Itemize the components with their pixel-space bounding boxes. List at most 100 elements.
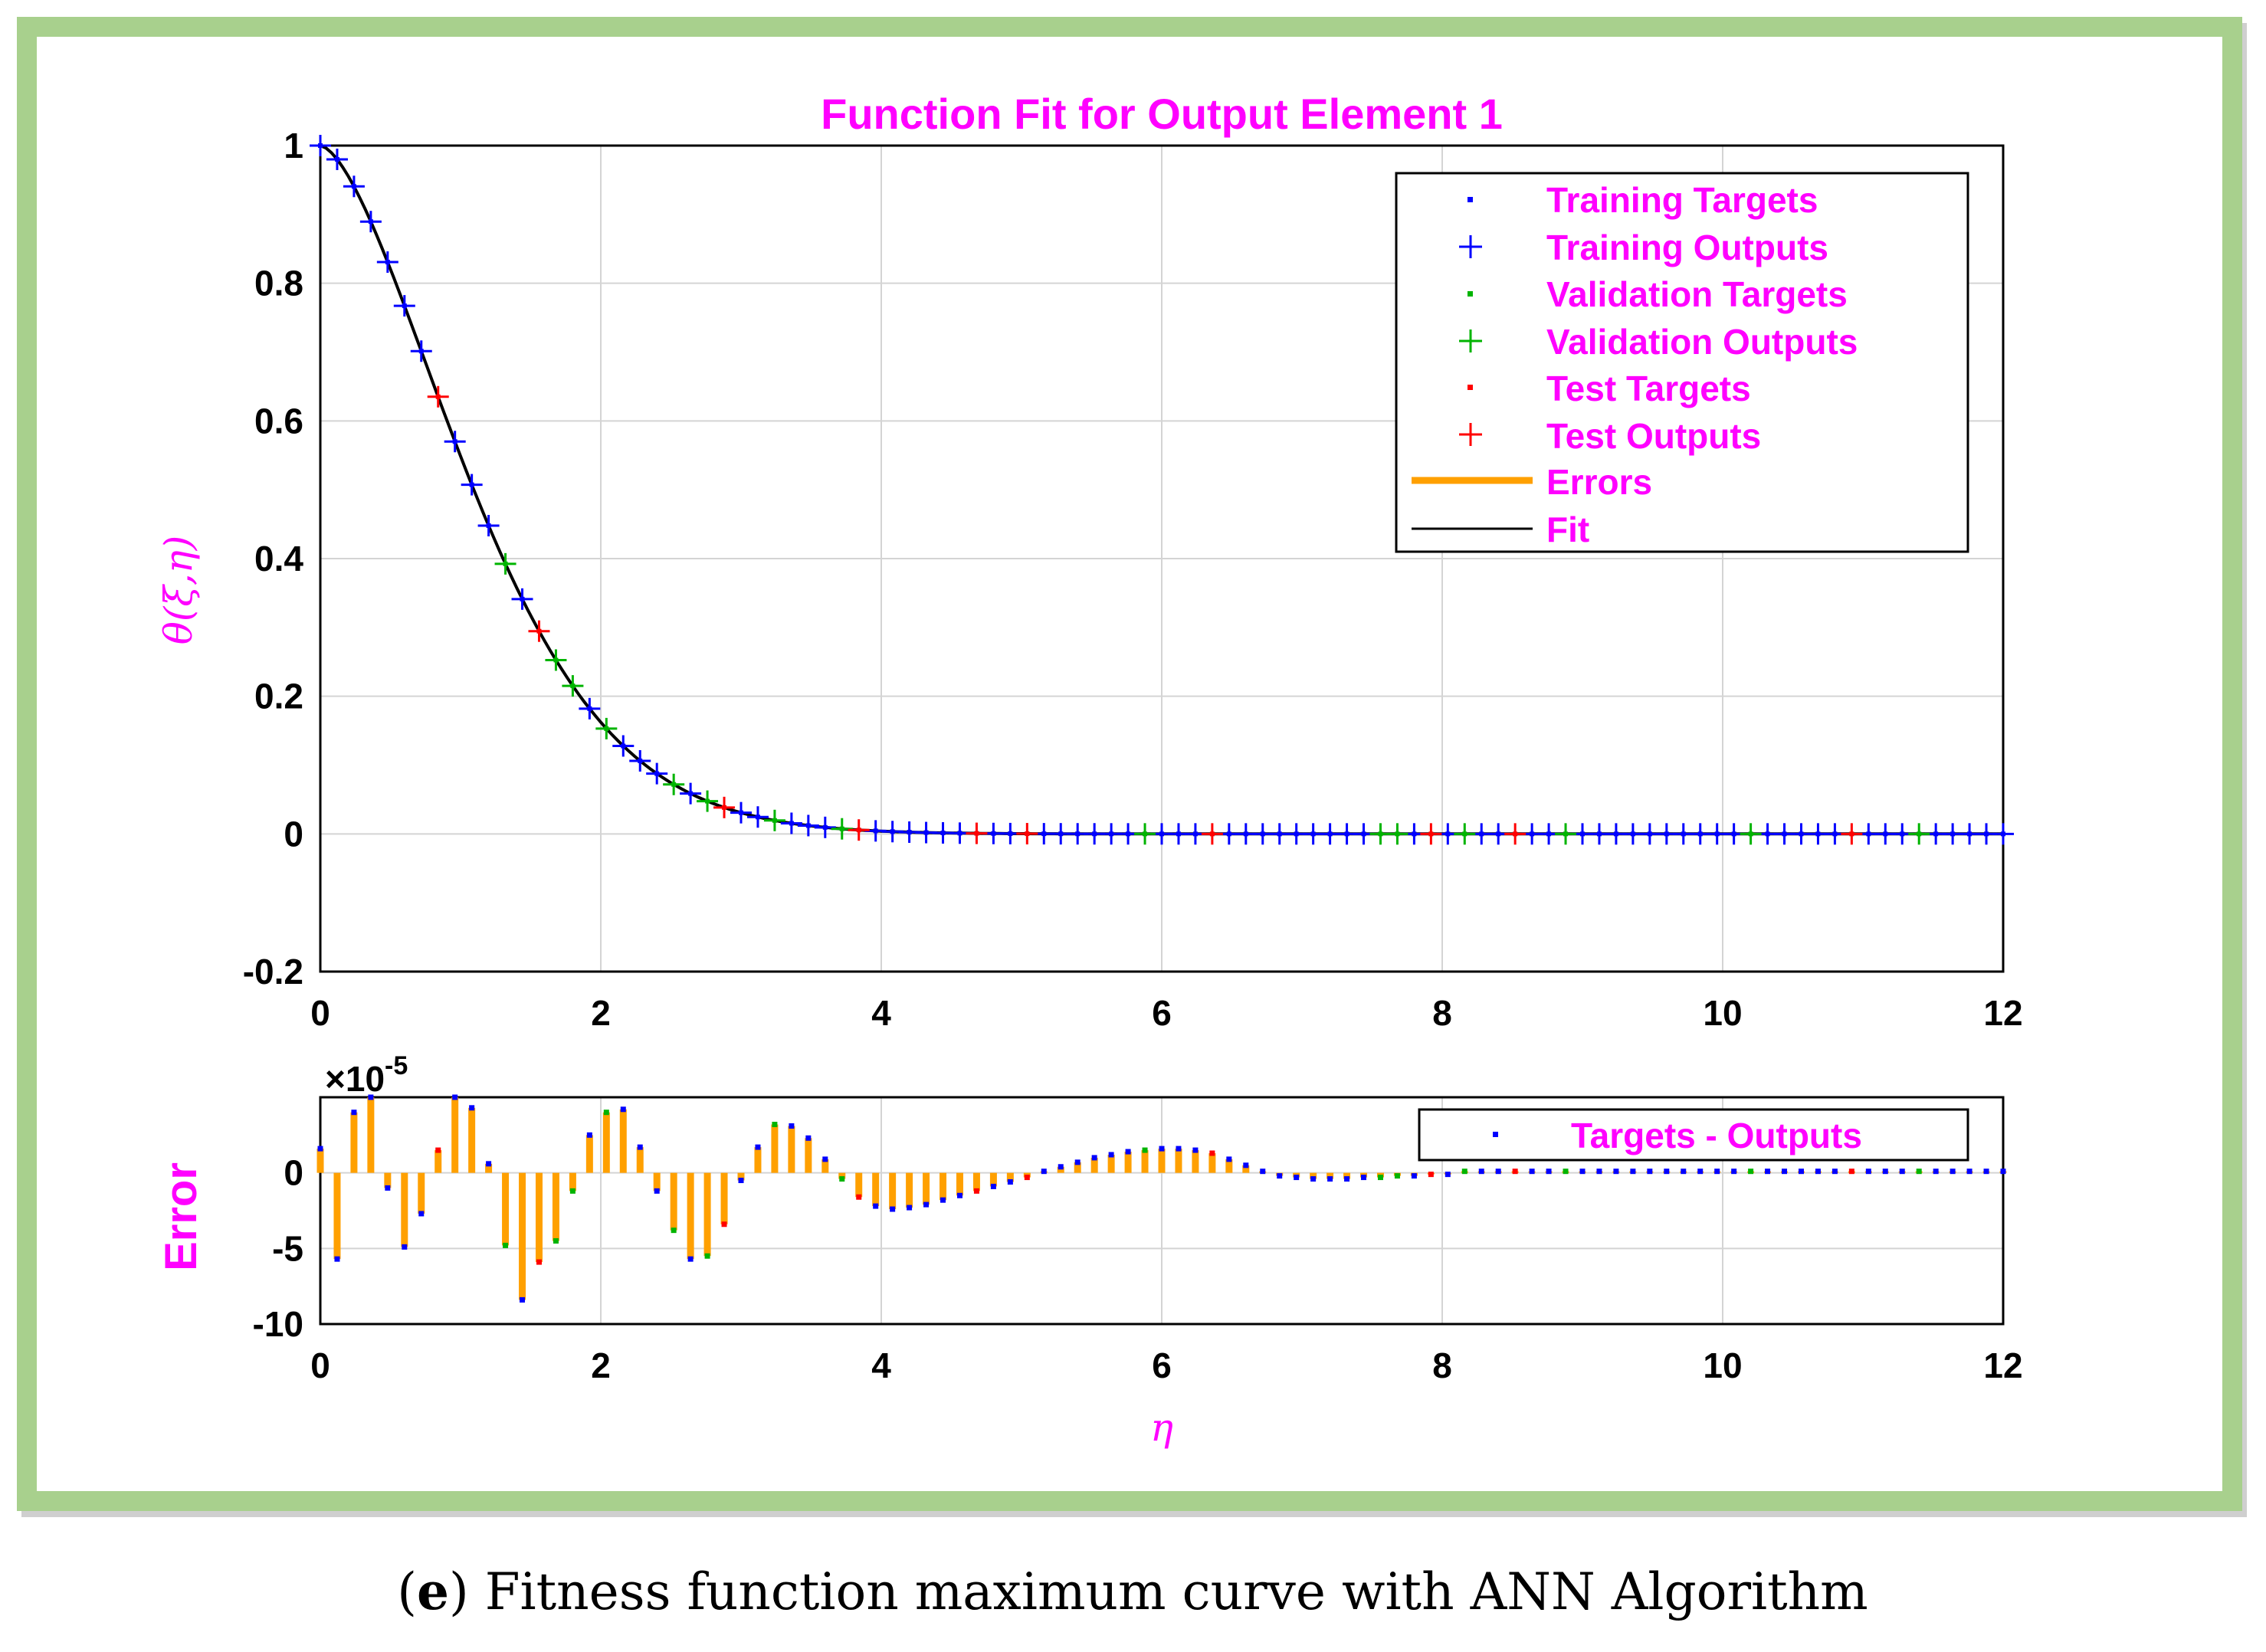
training-target-point xyxy=(1664,831,1669,837)
error-bars xyxy=(316,1094,2007,1303)
error-point xyxy=(856,1194,862,1200)
error-point xyxy=(1966,1169,1973,1175)
error-point xyxy=(907,1205,913,1211)
caption-open-paren: ( xyxy=(397,1562,417,1621)
validation-target-point xyxy=(1563,831,1569,837)
test-target-point xyxy=(722,805,727,810)
error-point xyxy=(973,1188,979,1194)
error-point xyxy=(671,1228,677,1234)
error-point xyxy=(1007,1179,1013,1185)
error-bar xyxy=(535,1172,543,1263)
validation-target-point xyxy=(1143,831,1148,837)
error-point xyxy=(940,1197,946,1203)
error-x-tick-label: 2 xyxy=(591,1346,611,1385)
training-target-point xyxy=(1445,831,1451,837)
error-point xyxy=(1731,1169,1737,1175)
training-target-point xyxy=(1294,831,1299,837)
training-target-point xyxy=(351,184,356,189)
error-point xyxy=(738,1178,744,1184)
validation-target-point xyxy=(1378,831,1383,837)
error-point xyxy=(469,1105,475,1111)
legend-training-targets-dot xyxy=(1467,197,1473,202)
training-target-point xyxy=(1075,831,1081,837)
error-point xyxy=(620,1106,626,1113)
training-target-point xyxy=(1647,831,1652,837)
training-target-point xyxy=(587,706,592,711)
figure-caption: (e) Fitness function maximum curve with … xyxy=(397,1562,1868,1621)
error-x-tick-label: 4 xyxy=(871,1346,891,1385)
error-bar xyxy=(940,1172,947,1201)
error-point xyxy=(890,1206,896,1212)
training-target-point xyxy=(418,349,424,354)
error-bar xyxy=(653,1172,661,1191)
training-target-point xyxy=(1126,831,1131,837)
test-target-point xyxy=(1025,831,1030,837)
main-x-tick-label: 8 xyxy=(1432,993,1452,1033)
error-bar xyxy=(1343,1172,1351,1179)
error-point xyxy=(1630,1169,1636,1175)
training-target-point xyxy=(1866,831,1871,837)
error-point xyxy=(1647,1169,1653,1175)
error-point xyxy=(435,1147,441,1153)
error-point xyxy=(2000,1169,2006,1175)
main-x-tick-label: 4 xyxy=(871,993,891,1033)
error-bar xyxy=(855,1172,863,1198)
error-point xyxy=(805,1135,812,1141)
training-target-point xyxy=(1799,831,1804,837)
error-point xyxy=(1058,1164,1064,1170)
main-x-tick-label: 6 xyxy=(1152,993,1172,1033)
error-point xyxy=(586,1132,592,1138)
error-bar xyxy=(1310,1172,1317,1179)
training-target-point xyxy=(1630,831,1635,837)
error-bar xyxy=(670,1172,677,1231)
main-y-tick-label: 0.6 xyxy=(254,401,303,441)
training-target-point xyxy=(318,143,323,148)
error-x-tick-label: 6 xyxy=(1152,1346,1172,1385)
error-point xyxy=(385,1185,391,1191)
validation-target-point xyxy=(1917,831,1922,837)
error-point xyxy=(1765,1169,1771,1175)
error-x-tick-label: 12 xyxy=(1983,1346,2022,1385)
error-point xyxy=(1310,1176,1317,1182)
error-point xyxy=(990,1183,996,1189)
error-bar xyxy=(906,1172,913,1208)
validation-target-point xyxy=(570,683,576,689)
error-bar xyxy=(350,1112,358,1173)
error-point xyxy=(368,1094,374,1100)
training-target-point xyxy=(368,219,373,225)
training-target-point xyxy=(1530,831,1535,837)
legend-validation-outputs-plus xyxy=(1459,329,1482,352)
caption-close-paren: ) xyxy=(449,1562,469,1621)
chart-title: Function Fit for Output Element 1 xyxy=(821,90,1503,138)
error-point xyxy=(1882,1169,1888,1175)
error-point xyxy=(1243,1162,1249,1169)
error-point xyxy=(923,1201,930,1208)
legend-label-errors: Errors xyxy=(1546,462,1652,502)
error-point xyxy=(1428,1172,1434,1178)
legend-box xyxy=(1395,172,1969,553)
legend-test-targets-dot xyxy=(1467,385,1473,390)
training-target-point xyxy=(688,791,694,796)
main-x-tick-label: 0 xyxy=(310,993,330,1033)
validation-target-point xyxy=(553,657,559,663)
error-bar xyxy=(720,1172,728,1224)
training-target-point xyxy=(890,829,895,834)
validation-target-point xyxy=(604,726,609,731)
error-bar xyxy=(468,1107,476,1173)
training-target-point xyxy=(1967,831,1973,837)
validation-target-point xyxy=(705,798,710,804)
x-axis-label: η xyxy=(1150,1405,1173,1450)
caption-text: Fitness function maximum curve with ANN … xyxy=(469,1562,1868,1621)
main-x-tick-label: 12 xyxy=(1983,993,2022,1033)
legend-label-validation-targets: Validation Targets xyxy=(1546,274,1848,314)
training-target-point xyxy=(621,743,626,749)
training-target-point xyxy=(1479,831,1484,837)
training-target-point xyxy=(755,815,760,820)
error-point xyxy=(1344,1176,1350,1182)
error-point xyxy=(822,1156,828,1162)
error-bar xyxy=(552,1172,559,1241)
error-scale-label: ×10-5 xyxy=(325,1051,408,1099)
error-point xyxy=(1074,1159,1081,1165)
training-target-point xyxy=(1731,831,1736,837)
error-point xyxy=(1596,1169,1602,1175)
